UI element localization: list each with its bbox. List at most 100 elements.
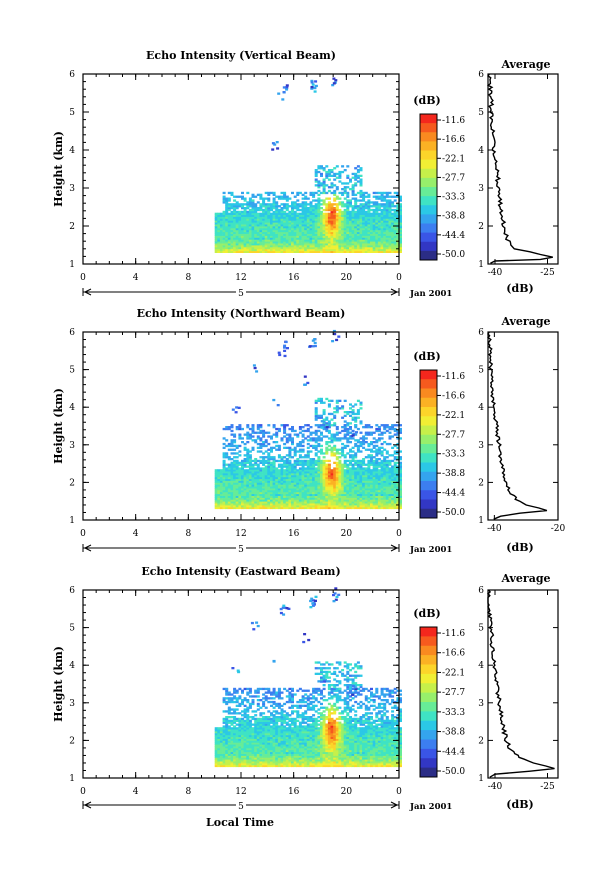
echo-cell <box>270 484 273 487</box>
echo-cell <box>325 474 329 478</box>
echo-cell <box>388 427 392 431</box>
echo-cell <box>327 207 331 210</box>
echo-cell <box>388 478 392 481</box>
echo-cell <box>314 441 318 444</box>
echo-cell <box>254 441 258 444</box>
echo-cell <box>309 458 313 461</box>
echo-cell <box>270 203 273 206</box>
echo-cell <box>399 473 402 476</box>
echo-cell <box>306 463 310 466</box>
echo-cell <box>227 246 231 250</box>
echo-cell <box>277 235 281 238</box>
x-tick-label: 0 <box>80 529 86 539</box>
echo-cell <box>243 458 247 461</box>
echo-cell <box>262 241 266 244</box>
echo-cell <box>285 214 289 217</box>
echo-cell <box>356 463 360 466</box>
echo-cell <box>343 197 347 200</box>
echo-cell <box>312 195 316 198</box>
echo-cell <box>219 214 223 217</box>
echo-cell <box>343 420 347 423</box>
echo-cell <box>262 245 266 248</box>
echo-cell <box>222 250 226 253</box>
echo-cell <box>317 184 321 187</box>
echo-cell <box>356 459 360 463</box>
echo-cell <box>320 212 323 215</box>
echo-cell <box>233 220 237 223</box>
echo-cell <box>280 220 284 223</box>
echo-cell <box>312 214 316 217</box>
echo-cell <box>270 233 273 236</box>
echo-cell <box>262 246 266 250</box>
echo-cell <box>338 506 342 510</box>
echo-cell <box>330 482 334 485</box>
echo-cell <box>296 208 300 212</box>
echo-cell <box>388 506 392 510</box>
echo-cell <box>385 506 389 510</box>
echo-cell <box>335 499 339 502</box>
echo-cell <box>256 235 260 238</box>
echo-cell <box>270 473 273 476</box>
echo-cell <box>335 248 339 252</box>
echo-cell <box>346 227 350 231</box>
echo-cell <box>320 207 323 210</box>
echo-cell <box>349 461 352 464</box>
echo-cell <box>364 476 368 480</box>
echo-cell <box>309 488 313 491</box>
echo-cell <box>359 248 363 252</box>
echo-cell <box>325 465 329 468</box>
echo-cell <box>343 499 347 502</box>
echo-cell <box>233 444 237 448</box>
echo-cell <box>341 480 345 483</box>
echo-cell <box>298 491 302 495</box>
echo-cell <box>285 484 289 487</box>
echo-cell <box>291 486 294 489</box>
echo-cell <box>301 429 305 433</box>
echo-cell <box>354 403 358 406</box>
echo-cell <box>270 489 273 493</box>
echo-cell <box>222 245 226 248</box>
echo-cell <box>333 241 337 244</box>
echo-cell <box>296 433 300 436</box>
echo-cell <box>359 488 363 491</box>
echo-cell <box>214 493 218 496</box>
echo-cell <box>314 431 318 434</box>
echo-cell <box>275 506 279 510</box>
echo-cell <box>383 210 387 214</box>
echo-cell <box>296 226 300 229</box>
echo-cell <box>330 205 334 208</box>
echo-cell <box>335 399 339 402</box>
echo-cell <box>275 441 279 444</box>
echo-cell <box>388 246 392 250</box>
echo-cell <box>335 461 339 464</box>
echo-cell <box>367 491 371 495</box>
echo-cell <box>399 476 402 480</box>
echo-cell <box>322 506 326 510</box>
echo-cell <box>359 444 363 448</box>
echo-cell <box>225 493 229 496</box>
echo-cell <box>235 237 239 240</box>
echo-cell <box>383 237 387 240</box>
echo-cell <box>377 195 381 198</box>
echo-cell <box>280 246 284 250</box>
echo-cell <box>248 437 252 440</box>
echo-cell <box>285 480 289 483</box>
echo-cell <box>256 488 260 491</box>
echo-cell <box>246 469 250 472</box>
echo-cell <box>320 229 323 233</box>
echo-cell <box>349 437 352 440</box>
echo-cell <box>238 476 242 480</box>
echo-cell <box>222 197 226 200</box>
echo-cell <box>322 497 326 500</box>
echo-cell <box>238 467 242 470</box>
echo-cell <box>243 459 247 463</box>
echo-cell <box>222 491 226 495</box>
echo-cell <box>267 452 271 455</box>
echo-cell <box>388 220 392 223</box>
echo-cell <box>380 237 384 240</box>
echo-cell <box>225 227 229 231</box>
echo-cell <box>317 167 321 170</box>
echo-cell <box>241 489 244 493</box>
echo-cell <box>301 505 305 508</box>
echo-cell <box>351 189 355 193</box>
